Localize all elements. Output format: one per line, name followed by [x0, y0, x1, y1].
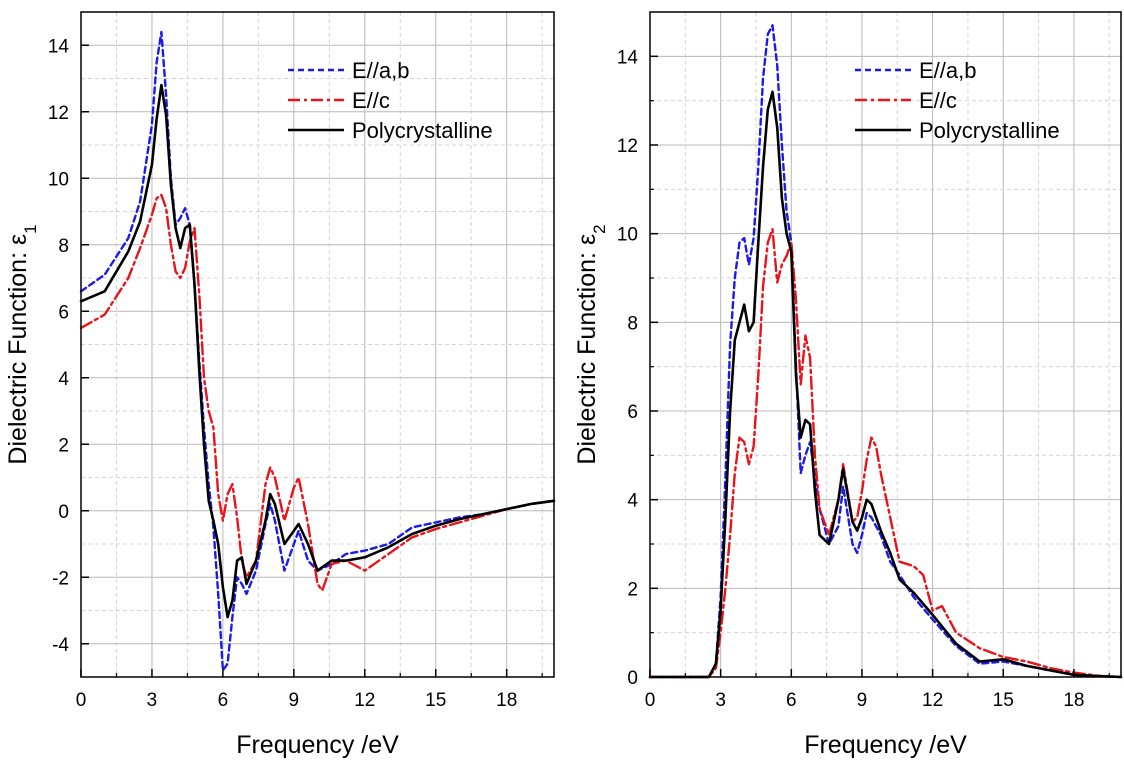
- x-tick-label: 9: [289, 690, 300, 711]
- legend-label: E//c: [352, 88, 390, 113]
- y-tick-label: 4: [58, 369, 69, 390]
- y-tick-label: 2: [627, 579, 638, 600]
- y-tick-label: 4: [627, 491, 638, 512]
- y-axis-title-subscript: 1: [21, 224, 40, 233]
- y-axis-title: Dielectric Function: ε1: [4, 224, 40, 464]
- x-tick-label: 12: [354, 690, 375, 711]
- y-tick-label: 14: [48, 36, 70, 57]
- x-axis-title: Frequency /eV: [236, 731, 399, 759]
- plot-frame: [80, 11, 555, 678]
- y-tick-label: 6: [627, 402, 638, 423]
- y-tick-label: 0: [58, 502, 69, 523]
- y-tick-label: -4: [52, 635, 69, 656]
- x-tick-label: 6: [786, 690, 797, 711]
- x-tick-label: 0: [76, 690, 87, 711]
- y-axis-title-text: Dielectric Function: ε: [573, 234, 601, 465]
- y-tick-label: 12: [617, 136, 638, 157]
- x-axis-title: Frequency /eV: [804, 731, 967, 759]
- x-tick-label: 18: [496, 690, 517, 711]
- y-tick-label: 8: [58, 236, 69, 257]
- y-tick-label: -2: [52, 568, 69, 589]
- panel-epsilon2: 0 3 6 9 12 15 18 0 2 4 6 8 10 12 14 Frequency /eV Dielec…: [573, 11, 1123, 759]
- plot-frame: [649, 11, 1122, 678]
- y-axis-title-subscript: 2: [590, 224, 609, 233]
- x-tick-label: 18: [1063, 690, 1084, 711]
- y-tick-label: 12: [48, 103, 69, 124]
- series-line-e-c: [648, 227, 1123, 679]
- y-axis-title-text: Dielectric Function: ε: [4, 234, 32, 465]
- x-tick-label: 6: [218, 690, 229, 711]
- y-tick-label: 14: [617, 47, 639, 68]
- legend-label: E//a,b: [919, 58, 976, 83]
- panel-epsilon1: 0 3 6 9 12 15 18 -4 -2 0 2 4 6 8 10 12 14 Frequency /eV Di…: [4, 11, 556, 759]
- y-tick-label: 8: [627, 313, 638, 334]
- x-tick-label: 12: [922, 690, 943, 711]
- grid: [81, 12, 554, 677]
- series-line-e-c: [79, 193, 556, 592]
- y-tick-label: 10: [48, 169, 69, 190]
- x-tick-label: 0: [645, 690, 656, 711]
- x-tick-label: 15: [425, 690, 446, 711]
- series-line-polycrystalline: [79, 83, 556, 619]
- y-axis-title: Dielectric Function: ε2: [573, 224, 609, 464]
- legend-label: Polycrystalline: [919, 118, 1060, 143]
- legend-label: Polycrystalline: [352, 118, 493, 143]
- x-tick-label: 9: [857, 690, 868, 711]
- y-tick-label: 10: [617, 225, 638, 246]
- legend: E//a,b E//c Polycrystalline: [855, 58, 1060, 143]
- series-line-polycrystalline: [648, 90, 1123, 679]
- x-tick-label: 15: [993, 690, 1014, 711]
- y-tick-label: 0: [627, 668, 638, 689]
- legend-label: E//a,b: [352, 58, 409, 83]
- y-tick-label: 2: [58, 435, 69, 456]
- legend: E//a,b E//c Polycrystalline: [288, 58, 493, 143]
- y-tick-label: 6: [58, 302, 69, 323]
- legend-label: E//c: [919, 88, 957, 113]
- x-tick-label: 3: [147, 690, 158, 711]
- x-tick-label: 3: [715, 690, 726, 711]
